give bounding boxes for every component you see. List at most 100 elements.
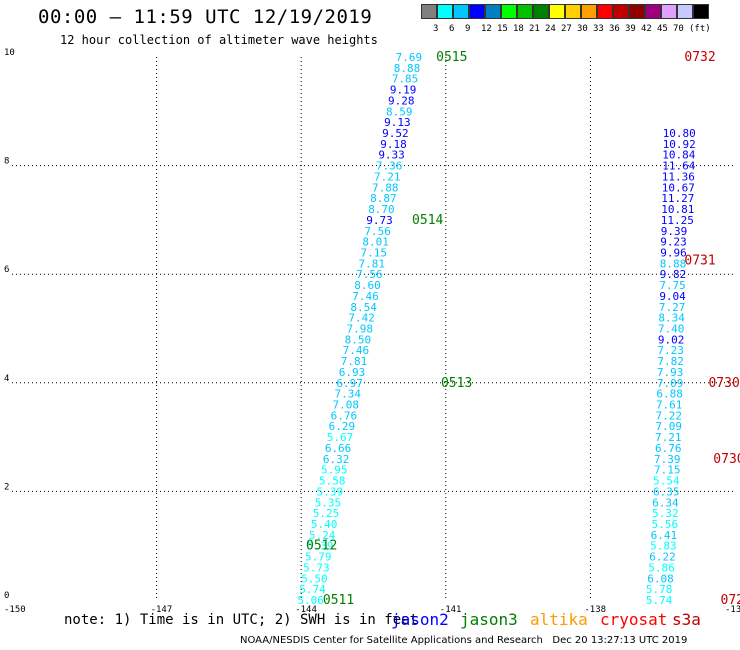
color-scale-label: 39 bbox=[625, 24, 636, 34]
wave-height-value: 7.21 bbox=[655, 431, 682, 444]
x-tick-label: -138 bbox=[584, 605, 606, 615]
wave-height-value: 7.69 bbox=[396, 51, 423, 64]
wave-height-value: 9.02 bbox=[658, 333, 685, 346]
color-scale-label: 3 bbox=[433, 24, 439, 34]
wave-height-value: 6.66 bbox=[325, 442, 352, 455]
pass-time-label: 0730 bbox=[708, 376, 739, 391]
chart-title: 00:00 – 11:59 UTC 12/19/2019 bbox=[38, 6, 373, 28]
y-tick-label: 2 bbox=[4, 482, 9, 492]
wave-height-value: 11.36 bbox=[662, 170, 695, 183]
wave-height-value: 9.33 bbox=[378, 149, 405, 162]
wave-height-value: 5.73 bbox=[303, 561, 330, 574]
wave-height-value: 6.88 bbox=[656, 388, 683, 401]
wave-height-value: 7.08 bbox=[333, 399, 360, 412]
wave-height-value: 7.34 bbox=[334, 388, 361, 401]
color-scale-swatch bbox=[597, 4, 613, 19]
wave-height-value: 8.01 bbox=[362, 236, 389, 249]
wave-height-value: 5.54 bbox=[653, 475, 680, 488]
color-scale-swatch bbox=[661, 4, 677, 19]
chart-subtitle: 12 hour collection of altimeter wave hei… bbox=[60, 33, 378, 47]
wave-height-value: 9.23 bbox=[660, 236, 687, 249]
legend-item-s3a: s3a bbox=[672, 610, 701, 629]
wave-height-value: 5.79 bbox=[305, 551, 332, 564]
wave-height-value: 8.70 bbox=[368, 203, 395, 216]
wave-height-value: 7.46 bbox=[343, 344, 370, 357]
legend-item-altika: altika bbox=[530, 610, 588, 629]
wave-height-value: 7.21 bbox=[374, 170, 401, 183]
color-scale-label: 12 bbox=[481, 24, 492, 34]
x-tick-label: -147 bbox=[151, 605, 173, 615]
color-scale-swatch bbox=[677, 4, 693, 19]
wave-height-value: 10.81 bbox=[661, 203, 694, 216]
pass-time-label: 0515 bbox=[436, 50, 467, 65]
wave-height-value: 7.81 bbox=[359, 257, 386, 270]
wave-height-value: 7.98 bbox=[347, 323, 374, 336]
wave-height-value: 7.23 bbox=[657, 344, 684, 357]
color-scale-swatch bbox=[485, 4, 501, 19]
color-scale-swatch bbox=[565, 4, 581, 19]
pass-time-label: 0729 bbox=[721, 593, 740, 608]
wave-height-value: 7.88 bbox=[372, 181, 399, 194]
color-scale-swatch bbox=[645, 4, 661, 19]
wave-height-value: 10.84 bbox=[662, 149, 695, 162]
wave-height-value: 7.27 bbox=[659, 301, 686, 314]
wave-height-value: 6.32 bbox=[323, 453, 350, 466]
wave-height-value: 10.80 bbox=[663, 127, 696, 140]
pass-time-label: 0514 bbox=[412, 213, 443, 228]
wave-height-value: 9.73 bbox=[366, 214, 393, 227]
wave-height-value: 8.88 bbox=[660, 257, 687, 270]
color-scale-label: 36 bbox=[609, 24, 620, 34]
y-tick-label: 4 bbox=[4, 374, 9, 384]
wave-height-value: 9.39 bbox=[661, 225, 688, 238]
pass-time-label: 0731 bbox=[684, 254, 715, 269]
wave-height-value: 5.40 bbox=[311, 518, 338, 531]
color-scale-label: (ft) bbox=[689, 24, 711, 34]
color-scale-label: 6 bbox=[449, 24, 455, 34]
wave-height-value: 8.87 bbox=[370, 192, 397, 205]
wave-height-value: 8.50 bbox=[345, 333, 372, 346]
color-scale-label: 70 bbox=[673, 24, 684, 34]
wave-height-value: 8.34 bbox=[658, 312, 685, 325]
chart-note: note: 1) Time is in UTC; 2) SWH is in fe… bbox=[64, 612, 419, 628]
y-tick-label: 0 bbox=[4, 591, 9, 601]
color-scale-label: 45 bbox=[657, 24, 668, 34]
legend-item-cryosat: cryosat bbox=[600, 610, 668, 629]
wave-height-value: 9.19 bbox=[390, 84, 417, 97]
wave-height-value: 5.74 bbox=[299, 583, 326, 596]
wave-height-value: 6.29 bbox=[329, 420, 356, 433]
wave-height-value: 5.39 bbox=[317, 485, 344, 498]
color-scale-swatch bbox=[453, 4, 469, 19]
wave-height-value: 5.74 bbox=[646, 594, 673, 607]
wave-height-value: 5.95 bbox=[321, 464, 348, 477]
wave-height-value: 11.25 bbox=[661, 214, 694, 227]
wave-height-value: 7.81 bbox=[341, 355, 368, 368]
wave-height-value: 9.28 bbox=[388, 94, 415, 107]
wave-height-value: 6.22 bbox=[649, 551, 676, 564]
color-scale-label: 42 bbox=[641, 24, 652, 34]
wave-height-value: 7.75 bbox=[659, 279, 686, 292]
x-tick-label: -150 bbox=[4, 605, 26, 615]
wave-height-value: 7.40 bbox=[658, 323, 685, 336]
color-scale-swatch bbox=[501, 4, 517, 19]
color-scale-label: 15 bbox=[497, 24, 508, 34]
wave-height-value: 8.88 bbox=[394, 62, 421, 75]
wave-height-value: 7.39 bbox=[654, 453, 681, 466]
wave-height-value: 9.82 bbox=[660, 268, 687, 281]
wave-height-value: 8.59 bbox=[386, 105, 413, 118]
wave-height-value: 6.97 bbox=[336, 377, 363, 390]
wave-height-value: 9.04 bbox=[659, 290, 686, 303]
color-scale-swatch bbox=[437, 4, 453, 19]
y-tick-label: 8 bbox=[4, 157, 9, 167]
wave-height-value: 7.09 bbox=[655, 420, 682, 433]
pass-time-label: 0730 bbox=[713, 452, 740, 467]
wave-height-value: 7.22 bbox=[655, 409, 682, 422]
color-scale-swatch bbox=[421, 4, 437, 19]
wave-height-value: 6.93 bbox=[339, 366, 366, 379]
color-scale-label: 9 bbox=[465, 24, 471, 34]
legend-item-jason3: jason3 bbox=[460, 610, 518, 629]
wave-height-value: 8.54 bbox=[350, 301, 377, 314]
wave-height-value: 7.46 bbox=[352, 290, 379, 303]
color-scale-swatch bbox=[693, 4, 709, 19]
color-scale-swatch bbox=[581, 4, 597, 19]
